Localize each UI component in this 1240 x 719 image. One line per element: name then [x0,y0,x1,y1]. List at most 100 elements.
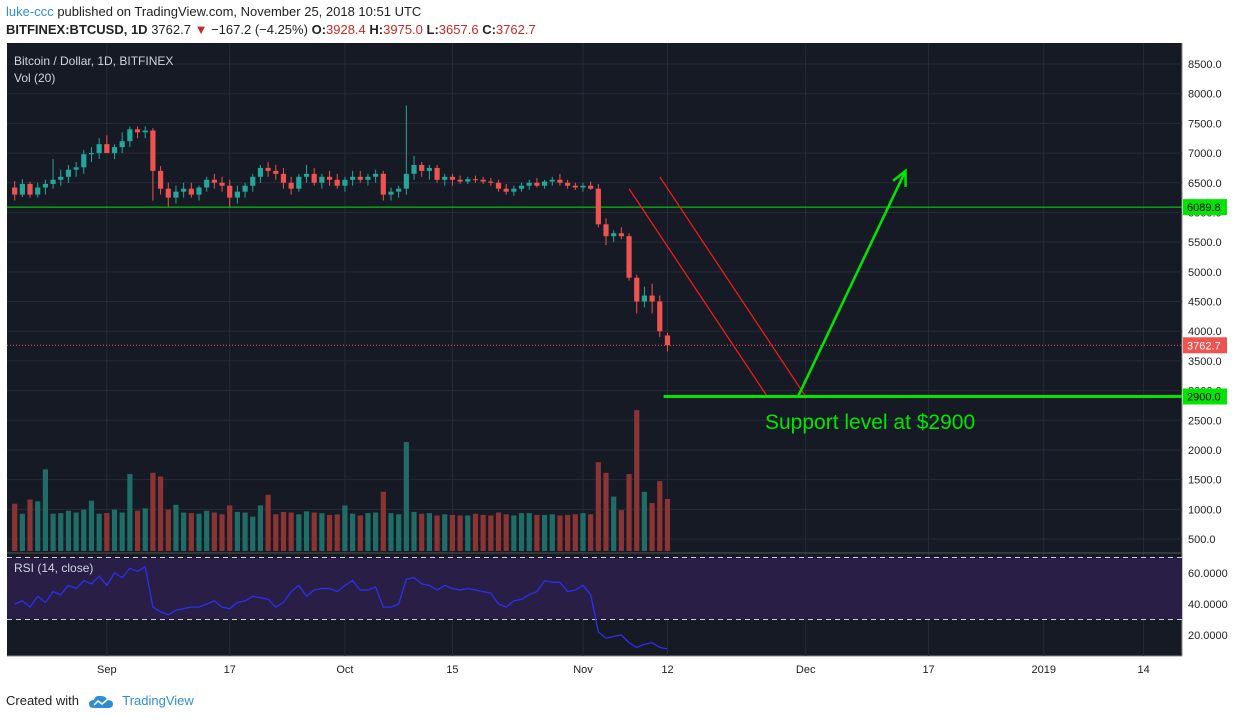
open-value: 3928.4 [326,22,366,37]
channel-lower-line [628,188,768,397]
tradingview-cloud-icon [88,695,113,708]
tradingview-brand-link[interactable]: TradingView [122,693,194,708]
candle-body [188,188,194,195]
candle-body [388,191,394,195]
low-label: L: [426,22,439,37]
volume-bar [157,476,164,551]
projection-arrow-head [892,168,907,187]
candle-body [603,224,609,237]
candle-body [641,295,648,302]
time-tick-label: 17 [922,664,934,676]
price-chart[interactable]: Support level at $2900 Bitcoin / Dollar, … [0,43,1240,686]
plot-background [7,43,1182,656]
candle-body [319,176,325,183]
candle-body [557,179,563,183]
rsi-tick-label: 40.0000 [1188,599,1228,611]
candle-body [303,173,310,177]
candle-body [227,185,233,198]
candle-body [634,277,640,302]
high-value: 3975.0 [383,22,423,37]
volume-bar [250,516,256,551]
volume-bar [134,510,141,551]
price-tick-label: 7500.0 [1188,118,1222,130]
projection-arrow-line [796,170,907,398]
candle-body [150,130,156,171]
price-tick-label: 7000.0 [1188,148,1222,160]
volume-bar [42,469,48,551]
candle-body [503,188,509,192]
change-arrow-icon: ▼ [194,22,208,37]
volume-bar [588,514,594,551]
candle-body [488,181,494,183]
volume-bar [257,505,264,551]
volume-bar [426,513,432,551]
time-tick-label: 2019 [1032,664,1056,676]
created-with-label: Created with [6,693,79,708]
candle-body [127,129,133,142]
volume-bar [357,515,363,551]
support-tag-bg [1183,388,1227,405]
time-tick-label: Dec [796,664,816,676]
candle-body [204,179,210,188]
candle-body [411,164,417,174]
candle-body [42,183,48,188]
candle-body [19,183,25,195]
volume-bar [603,472,609,551]
candle-body [88,153,95,155]
volume-bar [442,514,448,551]
candle-body [518,185,525,189]
volume-bar [181,512,187,551]
candle-body [181,188,187,192]
volume-bar [488,515,494,551]
volume-bar [326,514,333,551]
candle-body [511,188,517,192]
candle-body [434,167,440,180]
volume-bar [580,513,586,551]
volume-bar [634,410,640,551]
candle-body [296,176,302,189]
author-link[interactable]: luke-ccc [6,4,54,19]
candle-body [465,179,471,182]
price-tick-label: 2000.0 [1188,445,1222,457]
price-tick-label: 8000.0 [1188,89,1222,101]
rsi-tick-label: 20.0000 [1188,630,1228,642]
candle-body [618,233,624,237]
volume-bar [211,512,217,551]
candle-body [572,185,578,188]
volume-bar [280,511,287,551]
candle-body [649,295,655,302]
volume-bar [495,512,502,551]
volume-bar [19,513,25,551]
price-tick-label: 500.0 [1188,534,1216,546]
volume-bar [188,513,194,551]
volume-bar [572,514,578,551]
candle-body [250,176,256,186]
volume-bar [303,511,310,551]
volume-bar [641,491,648,551]
price-tick-label: 1000.0 [1188,504,1222,516]
price-tick-label: 6500.0 [1188,178,1222,190]
volume-bar [50,513,56,551]
volume-label: Vol (20) [14,71,55,85]
ohlc-header: BITFINEX:BTCUSD, 1D 3762.7 ▼ −167.2 (−4.… [6,22,536,37]
volume-bar [96,513,102,551]
volume-bar [434,515,440,551]
time-tick-label: Oct [336,664,353,676]
volume-bar [342,505,348,551]
candle-body [50,179,56,184]
candle-body [142,130,148,133]
volume-bar [111,509,118,551]
candle-body [12,187,18,195]
volume-bar [73,512,79,551]
rsi-band [7,557,1182,620]
candle-body [165,188,171,198]
candle-body [626,236,632,278]
volume-bar [388,513,394,551]
volume-bar [173,504,179,551]
volume-bar [657,481,663,551]
volume-bar [12,503,18,551]
volume-bar [311,512,317,551]
candle-body [373,173,379,177]
time-tick-label: 12 [661,664,673,676]
volume-bar [204,510,210,551]
